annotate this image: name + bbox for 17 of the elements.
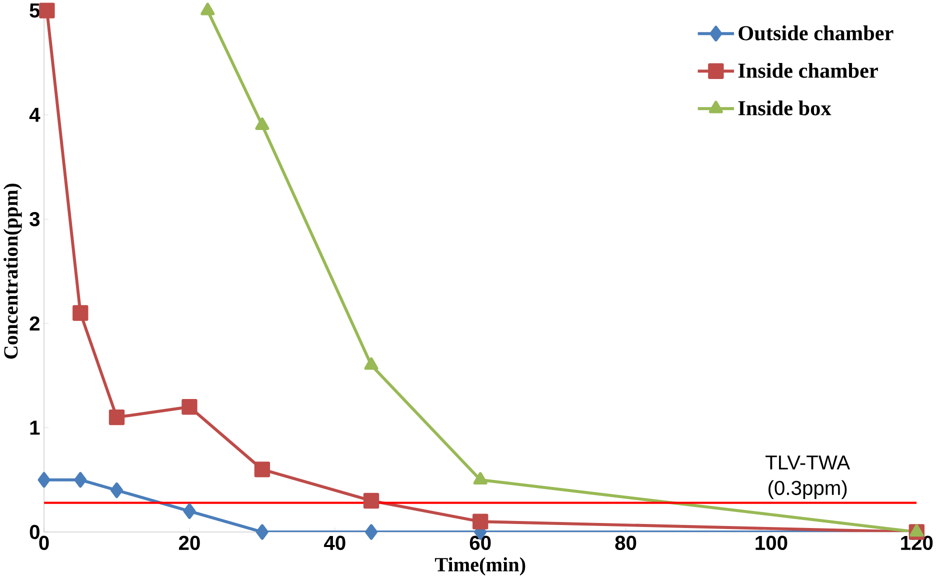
x-tick-label: 100 <box>756 536 788 550</box>
y-axis-title: Concentration(ppm) <box>4 184 22 359</box>
x-tick-label: 60 <box>470 536 491 550</box>
x-tick-label: 40 <box>324 536 346 550</box>
legend-label: Outside chamber <box>738 25 894 40</box>
x-tick-label: 20 <box>178 536 200 550</box>
legend-label: Inside chamber <box>738 62 878 78</box>
y-tick-label: 2 <box>30 316 40 330</box>
y-tick-label: 1 <box>30 420 40 435</box>
legend-label: Inside box <box>738 100 832 116</box>
y-tick-label: 4 <box>29 108 40 122</box>
y-tick-label: 0 <box>30 524 40 540</box>
y-tick-label: 3 <box>30 212 40 226</box>
x-axis-title: Time(min) <box>434 557 526 576</box>
x-tick-label: 80 <box>615 536 636 550</box>
ref-line-label: TLV-TWA (0.3ppm) <box>766 456 850 500</box>
x-tick-label: 0 <box>39 536 49 550</box>
